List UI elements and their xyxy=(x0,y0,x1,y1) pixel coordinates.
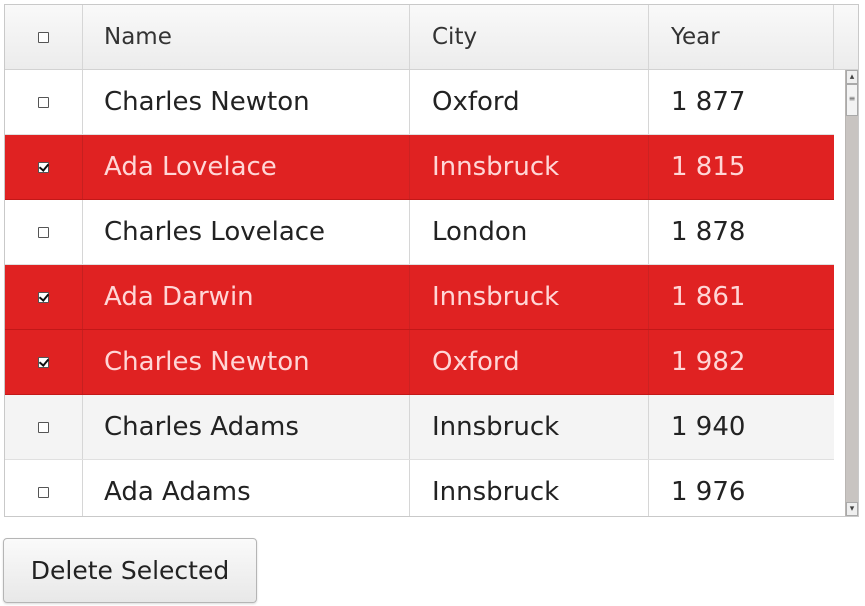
scrollbar-thumb[interactable]: ≡ xyxy=(846,84,858,116)
column-header-city[interactable]: City xyxy=(410,5,649,69)
cell-year[interactable]: 1 877 xyxy=(671,87,746,117)
row-checkbox[interactable] xyxy=(38,421,49,433)
delete-selected-button[interactable]: Delete Selected xyxy=(3,538,257,603)
cell-city[interactable]: Innsbruck xyxy=(410,135,649,199)
table-row[interactable]: Charles Newton Oxford 1 982 xyxy=(5,330,834,395)
grid-body: Charles Newton Oxford 1 877 Ada Lovelace… xyxy=(5,70,834,516)
cell-year[interactable]: 1 976 xyxy=(671,477,746,507)
row-checkbox[interactable] xyxy=(38,356,49,368)
row-select-cell xyxy=(5,330,83,394)
cell-year[interactable]: 1 878 xyxy=(671,217,746,247)
table-row[interactable]: Charles Lovelace London 1 878 xyxy=(5,200,834,265)
row-checkbox[interactable] xyxy=(38,291,49,303)
scroll-up-icon[interactable]: ▴ xyxy=(846,70,858,84)
cell-city[interactable]: Innsbruck xyxy=(410,395,649,459)
table-row[interactable]: Ada Adams Innsbruck 1 976 xyxy=(5,460,834,516)
cell-name[interactable]: Charles Newton xyxy=(83,330,410,394)
cell-name[interactable]: Ada Darwin xyxy=(83,265,410,329)
column-header-year[interactable]: Year xyxy=(649,5,834,69)
table-row[interactable]: Charles Adams Innsbruck 1 940 xyxy=(5,395,834,460)
scroll-down-icon[interactable]: ▾ xyxy=(846,502,858,516)
cell-name[interactable]: Ada Lovelace xyxy=(83,135,410,199)
cell-year[interactable]: 1 940 xyxy=(671,412,746,442)
cell-name[interactable]: Charles Adams xyxy=(83,395,410,459)
row-select-cell xyxy=(5,265,83,329)
select-all-checkbox[interactable] xyxy=(38,31,49,43)
table-row[interactable]: Charles Newton Oxford 1 877 xyxy=(5,70,834,135)
cell-year[interactable]: 1 815 xyxy=(671,152,746,182)
row-checkbox[interactable] xyxy=(38,226,49,238)
cell-year[interactable]: 1 861 xyxy=(671,282,746,312)
row-select-cell xyxy=(5,200,83,264)
row-select-cell xyxy=(5,395,83,459)
table-row[interactable]: Ada Lovelace Innsbruck 1 815 xyxy=(5,135,834,200)
vertical-scrollbar[interactable]: ▴ ≡ ▾ xyxy=(845,70,858,516)
row-checkbox[interactable] xyxy=(38,161,49,173)
cell-city[interactable]: Innsbruck xyxy=(410,460,649,516)
row-checkbox[interactable] xyxy=(38,486,49,498)
table-row[interactable]: Ada Darwin Innsbruck 1 861 xyxy=(5,265,834,330)
column-header-name[interactable]: Name xyxy=(83,5,410,69)
cell-name[interactable]: Charles Lovelace xyxy=(83,200,410,264)
cell-name[interactable]: Ada Adams xyxy=(83,460,410,516)
select-all-cell xyxy=(5,5,83,69)
cell-city[interactable]: London xyxy=(410,200,649,264)
cell-name[interactable]: Charles Newton xyxy=(83,70,410,134)
row-checkbox[interactable] xyxy=(38,96,49,108)
row-select-cell xyxy=(5,460,83,516)
cell-year[interactable]: 1 982 xyxy=(671,347,746,377)
data-grid: Name City Year Charles Newton Oxford 1 8… xyxy=(4,4,859,517)
grid-header: Name City Year xyxy=(5,5,858,70)
cell-city[interactable]: Oxford xyxy=(410,330,649,394)
row-select-cell xyxy=(5,70,83,134)
row-select-cell xyxy=(5,135,83,199)
cell-city[interactable]: Innsbruck xyxy=(410,265,649,329)
cell-city[interactable]: Oxford xyxy=(410,70,649,134)
header-filler xyxy=(834,5,858,69)
